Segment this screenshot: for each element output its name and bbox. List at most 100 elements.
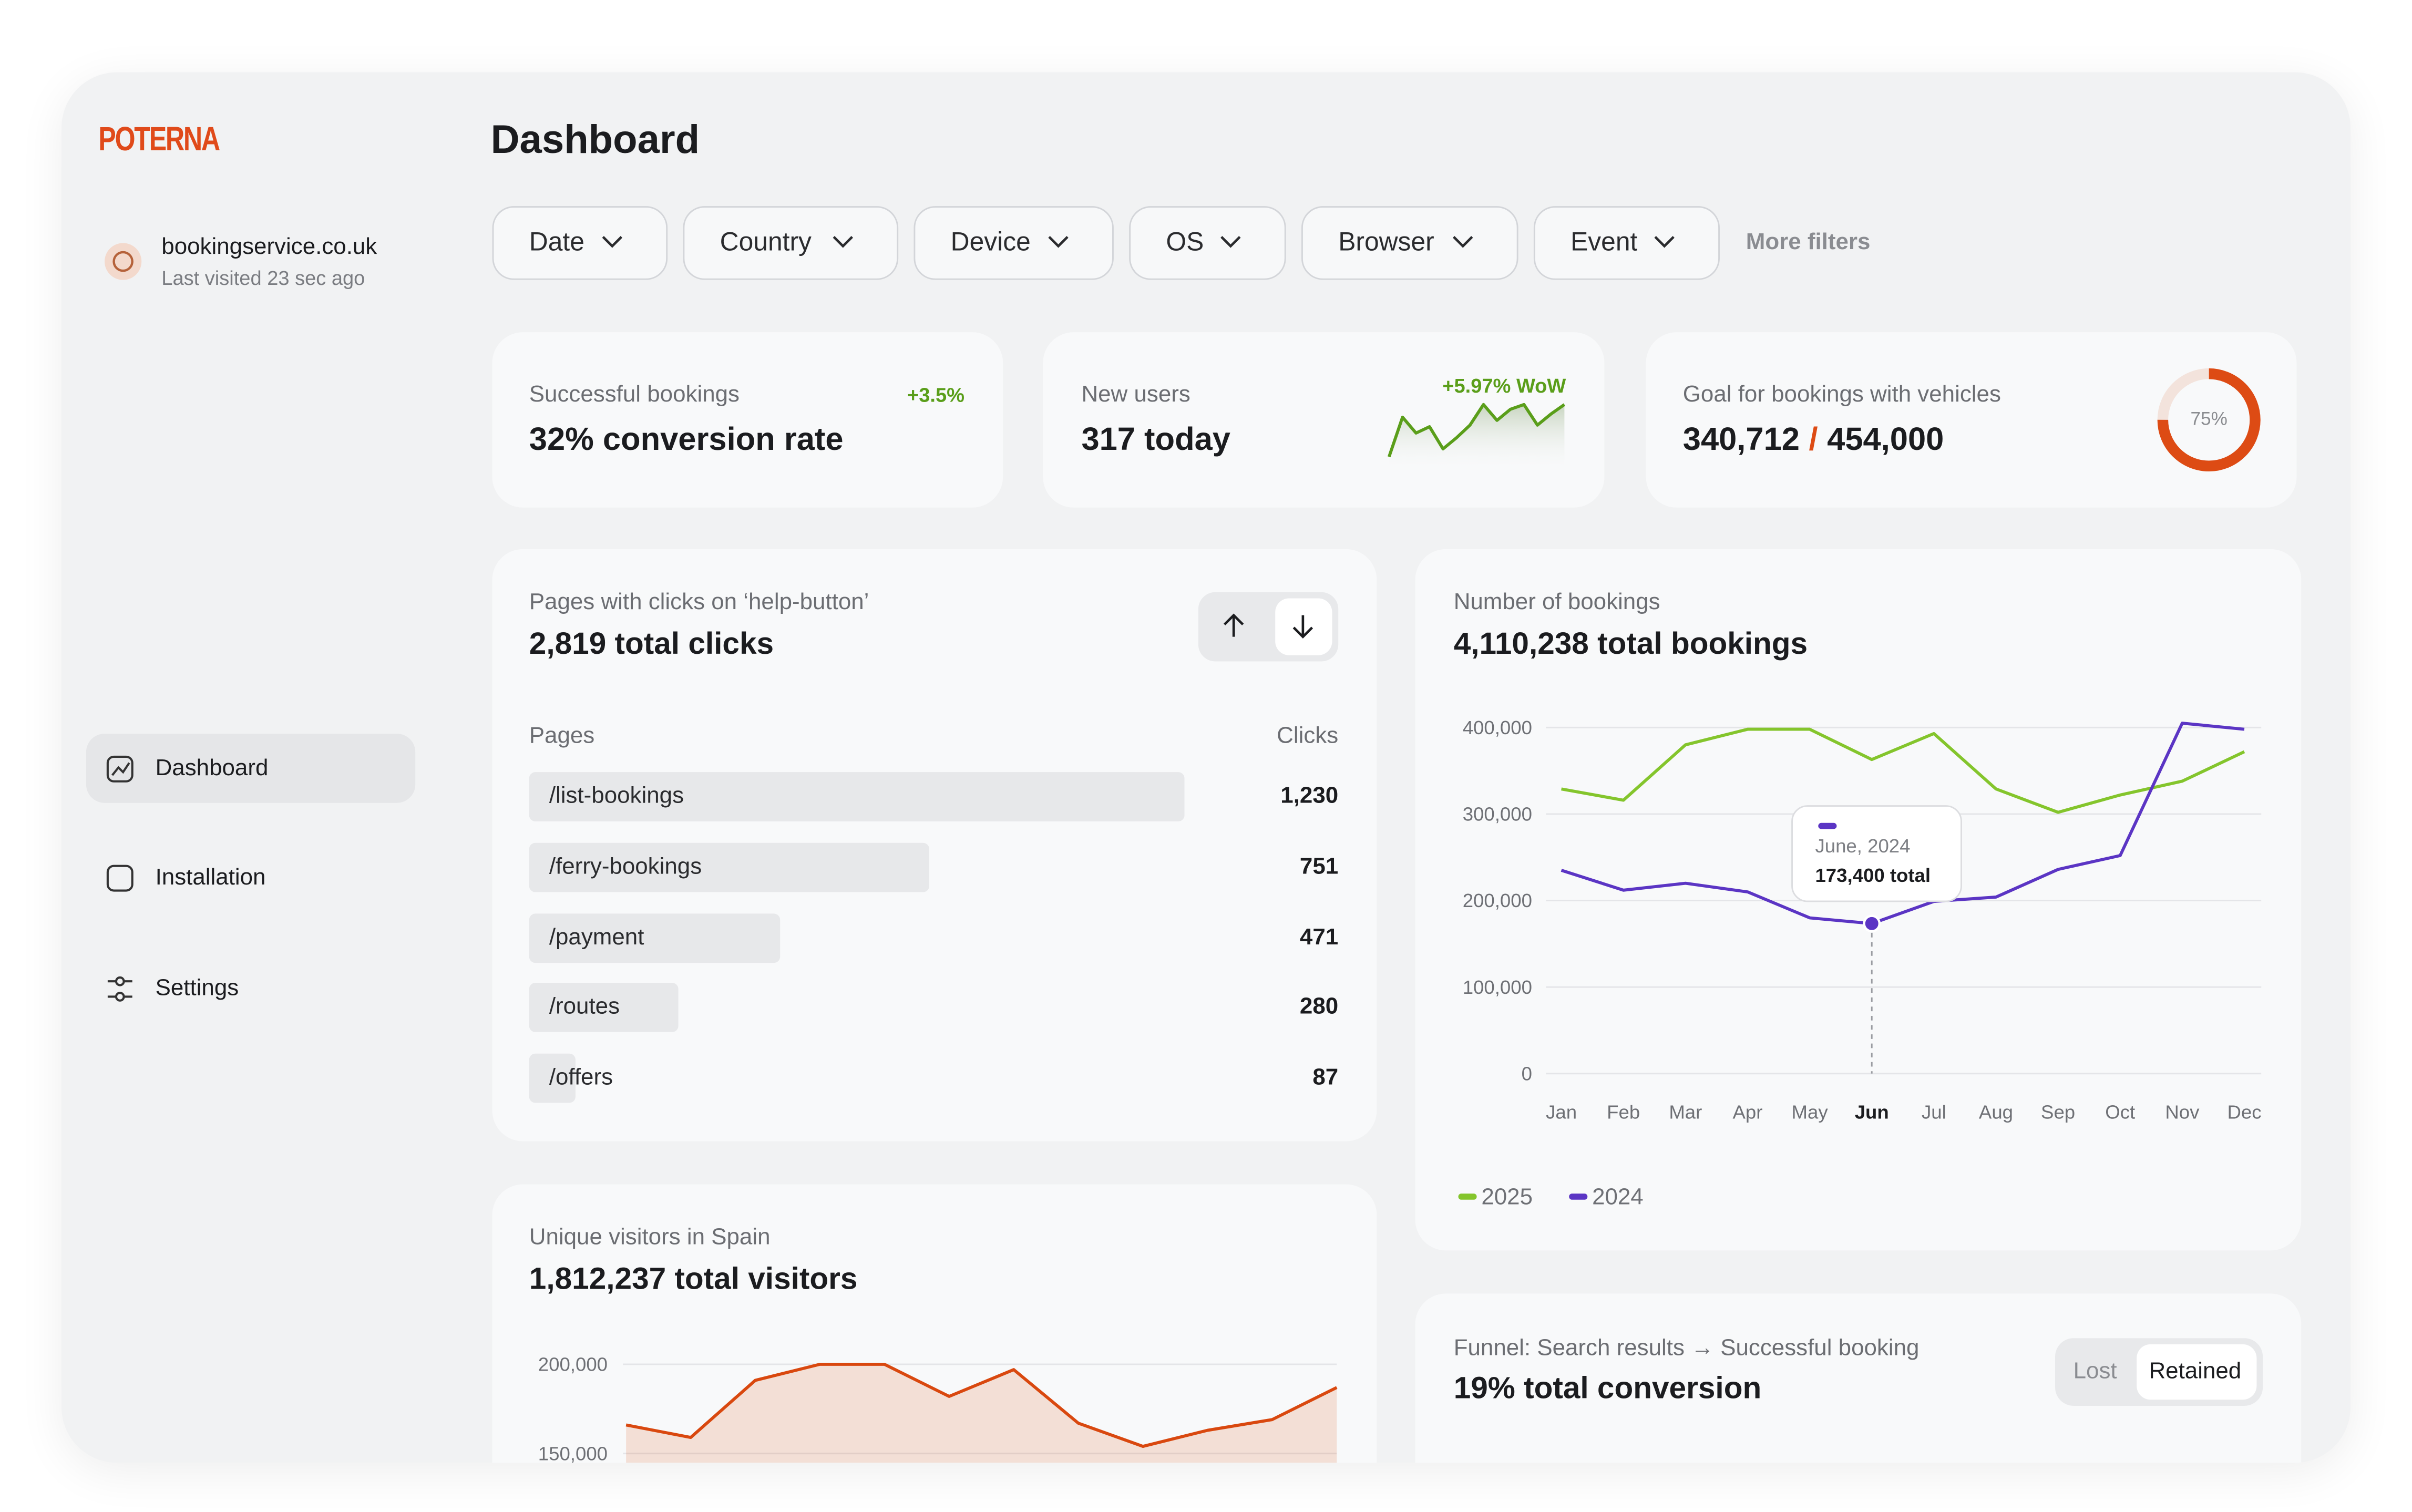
kpi-change: +3.5% xyxy=(907,383,965,407)
nav-icon xyxy=(107,980,132,998)
filter-button[interactable] xyxy=(1129,206,1286,280)
line-series xyxy=(625,1363,1338,1448)
x-tick-label: May xyxy=(1792,1102,1829,1123)
goal-current: 340,712 xyxy=(1682,422,1800,458)
graphics: 75% 0 100,000 200,000 300,000 400,000 Jan Feb Ma… xyxy=(106,236,2262,1463)
nav-icon xyxy=(106,755,134,783)
chevron-icon xyxy=(1220,236,1241,248)
page-bar xyxy=(529,983,679,1032)
filter-label[interactable]: Date xyxy=(529,227,584,257)
legend-label: 2024 xyxy=(1592,1184,1644,1209)
kpi-value: 317 today xyxy=(1081,422,1231,458)
app-window: 75% 0 100,000 200,000 300,000 400,000 Jan Feb Ma… xyxy=(61,72,2351,1463)
x-tick-label: Mar xyxy=(1669,1102,1702,1123)
arrow-down-icon xyxy=(1292,615,1313,639)
page-title: Dashboard xyxy=(490,116,700,162)
filter-label[interactable]: Event xyxy=(1571,227,1638,257)
goal-target: 454,000 xyxy=(1827,422,1944,458)
y-tick-label: 200,000 xyxy=(538,1354,608,1375)
nav-icon xyxy=(111,762,130,776)
card-label: Unique visitors in Spain xyxy=(529,1224,771,1251)
arrow-up-icon xyxy=(1223,613,1244,637)
filter-label[interactable]: Device xyxy=(950,227,1031,257)
line-series xyxy=(1561,727,2245,814)
kpi-value: 32% conversion rate xyxy=(529,422,844,458)
page-path: /list-bookings xyxy=(549,783,684,809)
legend-label: 2025 xyxy=(1481,1184,1533,1209)
x-tick-label: Nov xyxy=(2165,1102,2200,1123)
column-header: Clicks xyxy=(1277,723,1339,749)
kpi-card xyxy=(492,332,1003,508)
card-total: 4,110,238 total bookings xyxy=(1453,628,1808,662)
site-avatar xyxy=(105,243,142,280)
x-tick-label: Feb xyxy=(1607,1102,1640,1123)
y-tick-label: 200,000 xyxy=(1463,890,1532,911)
filter-label[interactable]: OS xyxy=(1166,227,1204,257)
chevron-icon xyxy=(602,236,623,248)
area-fill xyxy=(626,1364,1337,1463)
nav-active xyxy=(86,734,416,803)
toggle-option[interactable]: Retained xyxy=(2149,1358,2242,1384)
click-count: 87 xyxy=(1312,1064,1339,1091)
toggle-active xyxy=(2137,1344,2257,1400)
tooltip-marker xyxy=(1818,822,1837,829)
progress-arc xyxy=(2157,368,2261,472)
click-count: 280 xyxy=(1299,993,1339,1020)
sparkline xyxy=(1388,403,1566,458)
page-path: /offers xyxy=(549,1064,613,1091)
page-bar xyxy=(529,842,930,892)
more-filters[interactable]: More filters xyxy=(1746,229,1871,255)
visitors-card xyxy=(492,1184,1377,1463)
card-total: 1,812,237 total visitors xyxy=(529,1262,858,1297)
page-bar xyxy=(529,772,1185,821)
filter-button[interactable] xyxy=(1533,206,1720,280)
kpi-label: New users xyxy=(1081,381,1190,408)
filter-button[interactable] xyxy=(1301,206,1518,280)
filter-button[interactable] xyxy=(492,206,668,280)
chevron-icon xyxy=(1654,236,1675,248)
x-tick-label: Sep xyxy=(2041,1102,2075,1123)
kpi-label: Goal for bookings with vehicles xyxy=(1682,381,2001,408)
logo: POTERNA xyxy=(98,119,220,158)
card-label: Funnel: Search results → Successful book… xyxy=(1453,1335,1920,1362)
click-count: 1,230 xyxy=(1280,783,1339,809)
x-tick-label: Jun xyxy=(1855,1102,1889,1123)
line-series xyxy=(1561,722,2245,925)
nav-icon xyxy=(106,865,134,892)
column-header: Pages xyxy=(529,723,595,749)
toggle-option[interactable]: Lost xyxy=(2073,1358,2117,1384)
nav-item[interactable]: Dashboard xyxy=(155,755,269,781)
tooltip-value: 173,400 total xyxy=(1815,865,1931,886)
page-bar xyxy=(529,913,781,963)
hover-point xyxy=(1863,914,1881,933)
kpi-value: 340,712/454,000 xyxy=(1683,420,1944,459)
filter-button[interactable] xyxy=(914,206,1114,280)
filter-button[interactable] xyxy=(683,206,899,280)
site-name: bookingservice.co.uk xyxy=(161,233,377,260)
progress-label: 75% xyxy=(2191,408,2228,429)
nav-item[interactable]: Installation xyxy=(155,864,266,891)
card-label: Number of bookings xyxy=(1453,589,1660,615)
kpi-change: +5.97% WoW xyxy=(1442,374,1566,397)
nav-icon xyxy=(115,976,125,986)
click-count: 471 xyxy=(1299,924,1339,951)
y-tick-label: 150,000 xyxy=(538,1443,608,1463)
card-label: Pages with clicks on ‘help-button’ xyxy=(529,589,869,615)
filter-label[interactable]: Country xyxy=(720,227,812,257)
nav-item[interactable]: Settings xyxy=(155,975,239,1002)
page-path: /routes xyxy=(549,993,620,1020)
y-tick-label: 300,000 xyxy=(1463,804,1532,825)
card-total: 2,819 total clicks xyxy=(529,628,774,662)
last-visited: Last visited 23 sec ago xyxy=(161,266,365,290)
y-tick-label: 0 xyxy=(1522,1063,1532,1084)
page-path: /ferry-bookings xyxy=(549,853,702,880)
click-count: 751 xyxy=(1299,853,1339,880)
card-total: 19% total conversion xyxy=(1453,1372,1762,1406)
content: 75% 0 100,000 200,000 300,000 400,000 Jan Feb Ma… xyxy=(61,73,2351,1463)
filter-label[interactable]: Browser xyxy=(1338,227,1434,257)
chevron-icon xyxy=(1048,236,1069,248)
legend-marker xyxy=(1569,1194,1588,1200)
page-path: /payment xyxy=(549,924,644,951)
